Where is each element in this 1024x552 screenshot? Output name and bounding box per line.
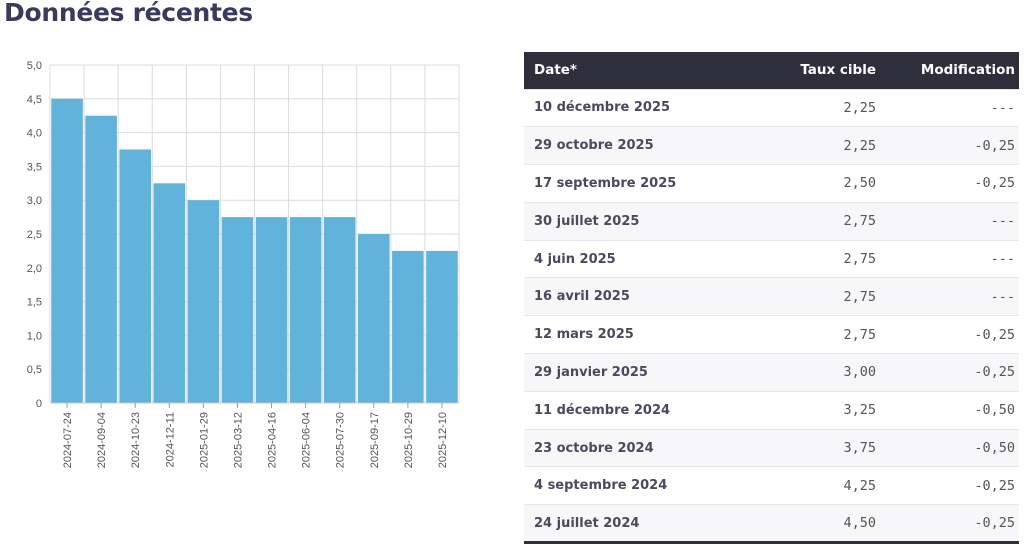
row-modification: -0,25 bbox=[974, 175, 1015, 192]
bar-2025-01-29 bbox=[187, 200, 220, 403]
page-title: Données récentes bbox=[4, 0, 253, 27]
row-modification: --- bbox=[990, 99, 1015, 116]
row-modification: -0,25 bbox=[974, 364, 1015, 381]
x-tick-label: 2025-10-29 bbox=[403, 412, 415, 468]
bar-2025-09-17 bbox=[358, 234, 390, 403]
bar-2024-12-11 bbox=[153, 183, 186, 403]
table-body: 10 décembre 2025 2,25 --- 29 octobre 2025 2,… bbox=[524, 89, 1019, 543]
row-target-rate: 4,50 bbox=[843, 515, 876, 532]
x-tick-label: 2025-12-10 bbox=[437, 412, 449, 468]
x-tick-label: 2024-09-04 bbox=[96, 412, 108, 468]
table-row: 29 octobre 2025 2,25 -0,25 bbox=[524, 126, 1019, 165]
table-row: 12 mars 2025 2,75 -0,25 bbox=[524, 315, 1019, 354]
row-date: 11 décembre 2024 bbox=[534, 402, 671, 418]
y-tick-label: 2,0 bbox=[27, 263, 42, 275]
rate-chart: 0 0,5 1,0 1,5 2,0 2,5 3,0 3,5 4,0 4,5 5,0 2024-07-2… bbox=[0, 52, 470, 542]
x-tick-label: 2025-04-16 bbox=[267, 412, 279, 468]
table-row: 30 juillet 2025 2,75 --- bbox=[524, 202, 1019, 241]
y-tick-label: 1,5 bbox=[27, 297, 42, 309]
row-date: 29 janvier 2025 bbox=[534, 364, 648, 380]
table-header-row: Date* Taux cible Modification bbox=[524, 52, 1019, 89]
y-tick-label: 0,5 bbox=[27, 364, 42, 376]
bar-2025-04-16 bbox=[255, 217, 288, 403]
table-row: 23 octobre 2024 3,75 -0,50 bbox=[524, 429, 1019, 467]
header-target-rate: Taux cible bbox=[800, 62, 876, 79]
x-tick-label: 2024-07-24 bbox=[62, 412, 74, 468]
row-date: 4 juin 2025 bbox=[534, 251, 616, 267]
bar-2025-10-29 bbox=[392, 250, 424, 403]
row-target-rate: 2,25 bbox=[843, 137, 876, 154]
row-date: 17 septembre 2025 bbox=[534, 175, 677, 191]
bar-chart-svg: 0 0,5 1,0 1,5 2,0 2,5 3,0 3,5 4,0 4,5 5,0 2024-07-2… bbox=[27, 60, 460, 468]
bar-2024-07-24 bbox=[51, 98, 83, 404]
row-modification: -0,50 bbox=[974, 440, 1015, 457]
row-target-rate: 3,75 bbox=[843, 440, 876, 457]
y-tick-label: 0 bbox=[36, 398, 42, 410]
row-target-rate: 4,25 bbox=[843, 477, 876, 494]
row-target-rate: 2,25 bbox=[843, 99, 876, 116]
x-tick-label: 2024-12-11 bbox=[164, 412, 176, 467]
y-tick-label: 4,0 bbox=[27, 128, 42, 140]
row-date: 12 mars 2025 bbox=[534, 327, 634, 343]
x-tick-label: 2025-01-29 bbox=[198, 412, 210, 468]
table-row: 4 septembre 2024 4,25 -0,25 bbox=[524, 466, 1019, 505]
row-modification: -0,25 bbox=[974, 515, 1015, 532]
bar-2025-07-30 bbox=[323, 217, 356, 403]
x-tick-label: 2025-03-12 bbox=[232, 412, 244, 468]
row-modification: -0,50 bbox=[974, 402, 1015, 419]
row-modification: --- bbox=[990, 251, 1015, 268]
row-target-rate: 2,75 bbox=[843, 213, 876, 230]
row-target-rate: 3,00 bbox=[843, 364, 876, 381]
y-tick-label: 5,0 bbox=[27, 60, 42, 72]
y-tick-label: 4,5 bbox=[27, 94, 42, 106]
row-date: 29 octobre 2025 bbox=[534, 138, 654, 154]
row-target-rate: 2,50 bbox=[843, 175, 876, 192]
row-date: 10 décembre 2025 bbox=[534, 100, 671, 116]
row-date: 4 septembre 2024 bbox=[534, 478, 668, 494]
y-tick-label: 3,5 bbox=[27, 161, 42, 173]
table-row: 29 janvier 2025 3,00 -0,25 bbox=[524, 353, 1019, 392]
rates-table-container: Date* Taux cible Modification 10 décembr… bbox=[524, 52, 1019, 545]
y-tick-label: 3,0 bbox=[27, 195, 42, 207]
x-tick-label: 2024-10-23 bbox=[130, 412, 142, 468]
table-row: 16 avril 2025 2,75 --- bbox=[524, 277, 1019, 316]
row-date: 30 juillet 2025 bbox=[534, 213, 640, 229]
bar-2025-06-04 bbox=[289, 217, 322, 403]
row-date: 23 octobre 2024 bbox=[534, 440, 654, 456]
row-modification: -0,25 bbox=[974, 326, 1015, 343]
row-modification: --- bbox=[990, 288, 1015, 305]
row-target-rate: 2,75 bbox=[843, 326, 876, 343]
table-row: 4 juin 2025 2,75 --- bbox=[524, 240, 1019, 278]
rates-table: Date* Taux cible Modification 10 décembr… bbox=[524, 52, 1019, 545]
x-tick-label: 2025-07-30 bbox=[335, 412, 347, 468]
row-target-rate: 2,75 bbox=[843, 251, 876, 268]
row-modification: -0,25 bbox=[974, 137, 1015, 154]
bar-2025-03-12 bbox=[221, 217, 254, 403]
table-row: 24 juillet 2024 4,50 -0,25 bbox=[524, 504, 1019, 543]
row-modification: --- bbox=[990, 213, 1015, 230]
y-tick-label: 1,0 bbox=[27, 330, 42, 342]
table-row: 10 décembre 2025 2,25 --- bbox=[524, 89, 1019, 127]
bar-2025-12-10 bbox=[426, 250, 458, 403]
header-modification: Modification bbox=[920, 62, 1015, 79]
y-tick-label: 2,5 bbox=[27, 229, 42, 241]
table-row: 17 septembre 2025 2,50 -0,25 bbox=[524, 164, 1019, 203]
x-tick-label: 2025-06-04 bbox=[301, 412, 313, 468]
bar-2024-09-04 bbox=[85, 115, 117, 403]
row-modification: -0,25 bbox=[974, 477, 1015, 494]
table-row: 11 décembre 2024 3,25 -0,50 bbox=[524, 391, 1019, 429]
header-date: Date* bbox=[534, 62, 577, 79]
x-tick-label: 2025-09-17 bbox=[369, 412, 381, 468]
row-date: 16 avril 2025 bbox=[534, 289, 630, 305]
row-date: 24 juillet 2024 bbox=[534, 515, 640, 531]
row-target-rate: 2,75 bbox=[843, 288, 876, 305]
row-target-rate: 3,25 bbox=[843, 402, 876, 419]
bar-2024-10-23 bbox=[119, 149, 151, 403]
